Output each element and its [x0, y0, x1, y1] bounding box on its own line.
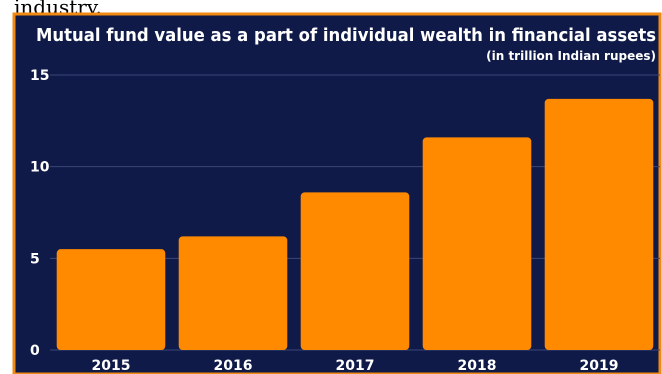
y-axis-ticks: 0 5 10 15 — [30, 68, 50, 359]
x-category-label: 2018 — [458, 358, 497, 374]
y-tick-label: 0 — [30, 343, 40, 359]
y-tick-label: 10 — [30, 160, 50, 176]
x-category-label: 2015 — [92, 358, 131, 374]
bar-2015 — [56, 249, 166, 350]
x-axis-categories: 2015 2016 2017 2018 2019 — [92, 358, 619, 374]
chart-subtitle: (in trillion Indian rupees) — [486, 49, 656, 63]
x-category-label: 2017 — [336, 358, 375, 374]
y-tick-label: 15 — [30, 68, 49, 84]
bar-2018 — [422, 137, 532, 350]
bar-2019 — [544, 98, 654, 350]
x-category-label: 2019 — [580, 358, 619, 374]
bar-2016 — [178, 236, 288, 350]
y-tick-label: 5 — [30, 251, 40, 267]
bar-2017 — [300, 192, 410, 350]
x-category-label: 2016 — [214, 358, 253, 374]
bars — [56, 98, 654, 350]
chart-title: Mutual fund value as a part of individua… — [36, 25, 656, 46]
